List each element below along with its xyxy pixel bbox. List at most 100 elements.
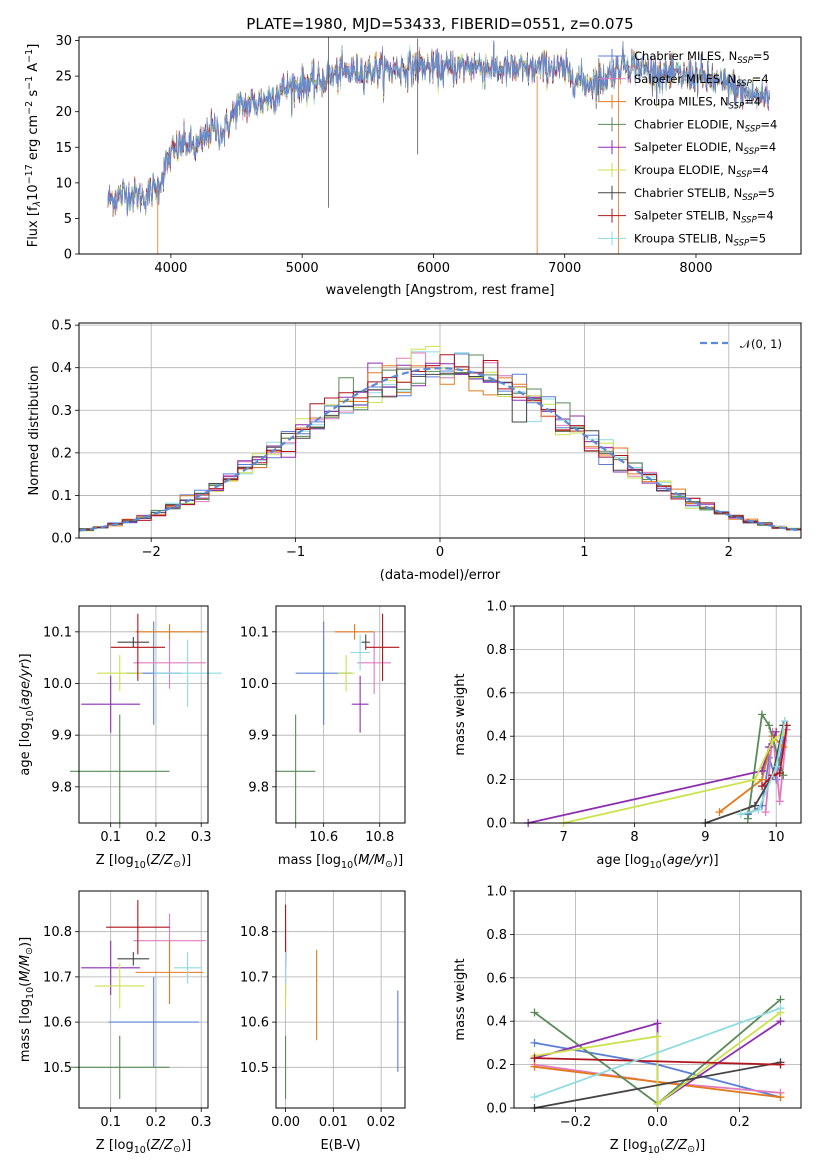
x-tick-label: 0.01: [319, 1115, 348, 1130]
weight-line: [528, 731, 778, 824]
weight-marker: [758, 782, 767, 791]
y-tick-label: 9.9: [51, 729, 72, 744]
weight-marker: [530, 1054, 539, 1063]
weight-line: [534, 1007, 781, 1099]
weight-line: [740, 720, 786, 816]
y-axis-label: Normed distribution: [27, 366, 42, 496]
x-tick-label: 0.1: [100, 830, 121, 845]
x-tick-label: 4000: [154, 261, 187, 276]
y-tick-label: 10.7: [240, 970, 269, 985]
weight-marker: [772, 775, 781, 784]
x-tick-label: 0.2: [146, 1115, 167, 1130]
y-tick-label: 9.8: [51, 780, 72, 795]
legend-label: Salpeter STELIB, NSSP=4: [634, 209, 774, 226]
weight-marker: [780, 717, 789, 726]
y-tick-label: 0.6: [486, 971, 507, 986]
x-axis-label: (data-model)/error: [380, 568, 501, 583]
y-axis-label: age [log10(age/yr)]: [18, 653, 36, 775]
y-tick-label: 0.1: [51, 489, 72, 504]
axes-frame: [513, 605, 802, 824]
axes-frame: [78, 36, 802, 255]
x-tick-label: 0.1: [100, 1115, 121, 1130]
y-tick-label: 30: [55, 34, 72, 49]
weight-marker: [776, 1017, 785, 1026]
y-tick-label: 10.0: [43, 677, 72, 692]
x-tick-label: 0.2: [146, 830, 167, 845]
gaussian-curve: [78, 367, 802, 532]
y-tick-label: 25: [55, 70, 72, 85]
age-vs-Z-panel: 0.1 0.2 0.3 9.8 9.9 10.0 10.1 age [log10(age/yr…: [18, 605, 222, 871]
weight-marker: [772, 762, 781, 771]
y-axis-label: mass weight: [453, 958, 468, 1040]
weight-marker: [754, 805, 763, 814]
y-axis-label: Flux [fλ10−17 erg cm−2 s−1 A−1]: [24, 44, 43, 248]
x-tick-label: −2: [142, 545, 161, 560]
weight-marker: [750, 801, 759, 810]
y-tick-label: 1.0: [486, 600, 507, 615]
y-axis-label: mass [log10(M/M⊙)]: [18, 937, 36, 1062]
weight-line: [534, 1011, 782, 1106]
x-tick-label: 5000: [286, 261, 319, 276]
axes-frame: [275, 605, 406, 824]
figure-title: PLATE=1980, MJD=53433, FIBERID=0551, z=0…: [246, 15, 633, 33]
y-tick-label: 5: [64, 212, 72, 227]
y-tick-label: 0.0: [51, 532, 72, 547]
x-axis-label: E(B-V): [320, 1138, 360, 1153]
y-tick-label: 10.0: [240, 677, 269, 692]
x-tick-label: −0.2: [560, 1115, 592, 1130]
weight-marker: [530, 1093, 539, 1102]
x-tick-label: 0.3: [191, 1115, 212, 1130]
weight-vs-Z-panel: −0.2 0.0 0.2 0.0 0.2 0.4 0.6 0.8 1.0 mass weight Z…: [453, 885, 802, 1156]
y-tick-label: 0.0: [486, 817, 507, 832]
legend-label: Chabrier MILES, NSSP=5: [634, 49, 770, 66]
y-tick-label: 0.4: [486, 1015, 507, 1030]
y-tick-label: 9.9: [248, 729, 269, 744]
y-tick-label: 0.2: [51, 446, 72, 461]
x-tick-label: 2: [725, 545, 733, 560]
weight-marker: [653, 1099, 662, 1108]
y-tick-label: 0.4: [51, 361, 72, 376]
weight-marker: [653, 1032, 662, 1041]
weight-marker: [776, 995, 785, 1004]
legend-label: Salpeter ELODIE, NSSP=4: [634, 140, 776, 157]
y-tick-label: 10.1: [240, 625, 269, 640]
weight-marker: [530, 1062, 539, 1071]
legend: Chabrier MILES, NSSP=5 Salpeter MILES, NS…: [598, 49, 777, 248]
x-tick-label: 0.2: [729, 1115, 750, 1130]
x-tick-label: 10.8: [365, 830, 394, 845]
spectrum-line: [107, 41, 770, 216]
weight-line: [563, 731, 784, 824]
y-tick-label: 0.6: [486, 686, 507, 701]
weight-marker: [530, 1008, 539, 1017]
weight-marker: [772, 727, 781, 736]
legend-label: Chabrier ELODIE, NSSP=4: [634, 117, 777, 134]
age-vs-mass-panel: 10.6 10.8 9.8 9.9 10.0 10.1 mass [log10(M/M⊙)]: [240, 605, 406, 871]
y-tick-label: 10.6: [43, 1016, 72, 1031]
weight-marker: [768, 736, 777, 745]
weight-marker: [761, 808, 770, 817]
y-tick-label: 9.8: [248, 780, 269, 795]
x-tick-label: 0: [436, 545, 444, 560]
y-tick-label: 10.6: [240, 1016, 269, 1031]
weight-marker: [750, 775, 759, 784]
legend-label: Salpeter MILES, NSSP=4: [634, 72, 769, 89]
weight-marker: [530, 1038, 539, 1047]
mass-vs-Z-panel: 0.1 0.2 0.3 10.5 10.6 10.7 10.8 mass [log10(M/M…: [18, 890, 212, 1156]
x-axis-label: age [log10(age/yr)]: [596, 853, 718, 871]
y-tick-label: 10.8: [240, 925, 269, 940]
y-tick-label: 0.8: [486, 928, 507, 943]
weight-line: [705, 725, 785, 824]
weight-marker: [715, 808, 724, 817]
x-tick-label: 0.02: [367, 1115, 396, 1130]
x-axis-label: wavelength [Angstrom, rest frame]: [326, 283, 555, 298]
weight-marker: [776, 1004, 785, 1013]
residuals-panel: −2 −1 0 1 2 0.0 0.1 0.2 0.3 0.4 0.5 Normed distribu…: [27, 319, 802, 583]
axes-frame: [78, 605, 209, 824]
weight-vs-age-panel: 7 8 9 10 0.0 0.2 0.4 0.6 0.8 1.0 mass weight age [l…: [453, 600, 802, 871]
x-tick-label: 0.0: [647, 1115, 668, 1130]
weight-marker: [736, 810, 745, 819]
weight-marker: [776, 1093, 785, 1102]
x-tick-label: 7000: [548, 261, 581, 276]
weight-line: [747, 711, 785, 819]
axes-frame: [78, 890, 209, 1109]
